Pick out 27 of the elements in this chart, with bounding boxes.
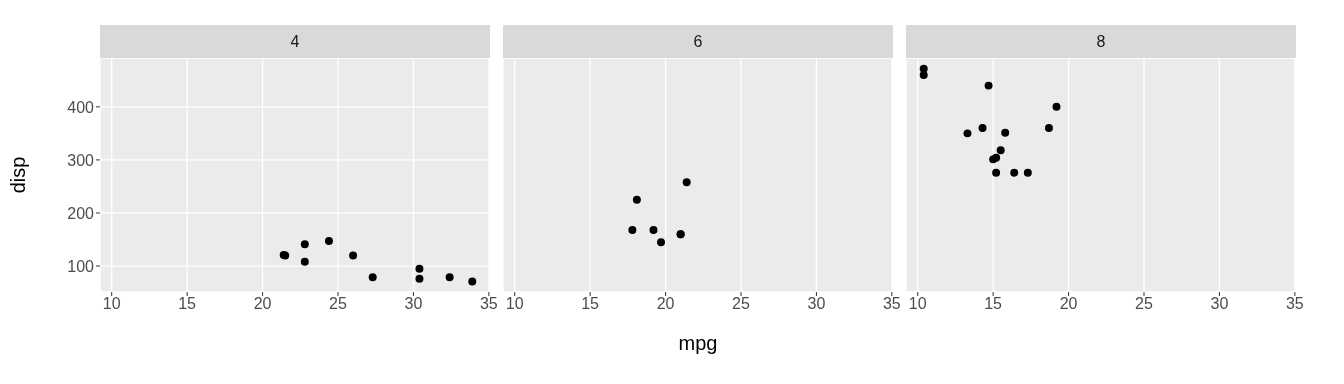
x-tick-label: 20 [656, 295, 675, 313]
y-tick-label: 400 [67, 98, 95, 116]
x-tick-label: 30 [404, 295, 423, 313]
x-tick-label: 25 [1135, 295, 1153, 313]
y-tick-label: 300 [67, 151, 95, 169]
chart-title: 4 [100, 25, 490, 58]
chart-title: 6 [503, 25, 893, 58]
x-tick-label: 15 [581, 295, 600, 313]
x-tick-label: 35 [479, 295, 498, 313]
y-axis-title: disp [7, 156, 30, 194]
x-axis-title: mpg [678, 332, 718, 354]
x-tick-label: 20 [1059, 295, 1078, 313]
x-tick-label: 10 [505, 295, 524, 313]
chart-title: 8 [906, 25, 1296, 58]
x-tick-label: 30 [1210, 295, 1229, 313]
x-tick-label: 10 [908, 295, 927, 313]
y-tick-label: 200 [67, 204, 95, 222]
x-tick-label: 35 [1285, 295, 1304, 313]
x-tick-label: 30 [807, 295, 826, 313]
x-tick-label: 15 [178, 295, 197, 313]
y-tick-label: 100 [67, 257, 95, 275]
x-tick-label: 25 [732, 295, 750, 313]
x-tick-label: 35 [882, 295, 901, 313]
x-tick-label: 15 [984, 295, 1003, 313]
x-tick-label: 10 [102, 295, 121, 313]
x-tick-label: 25 [329, 295, 347, 313]
x-tick-label: 20 [253, 295, 272, 313]
